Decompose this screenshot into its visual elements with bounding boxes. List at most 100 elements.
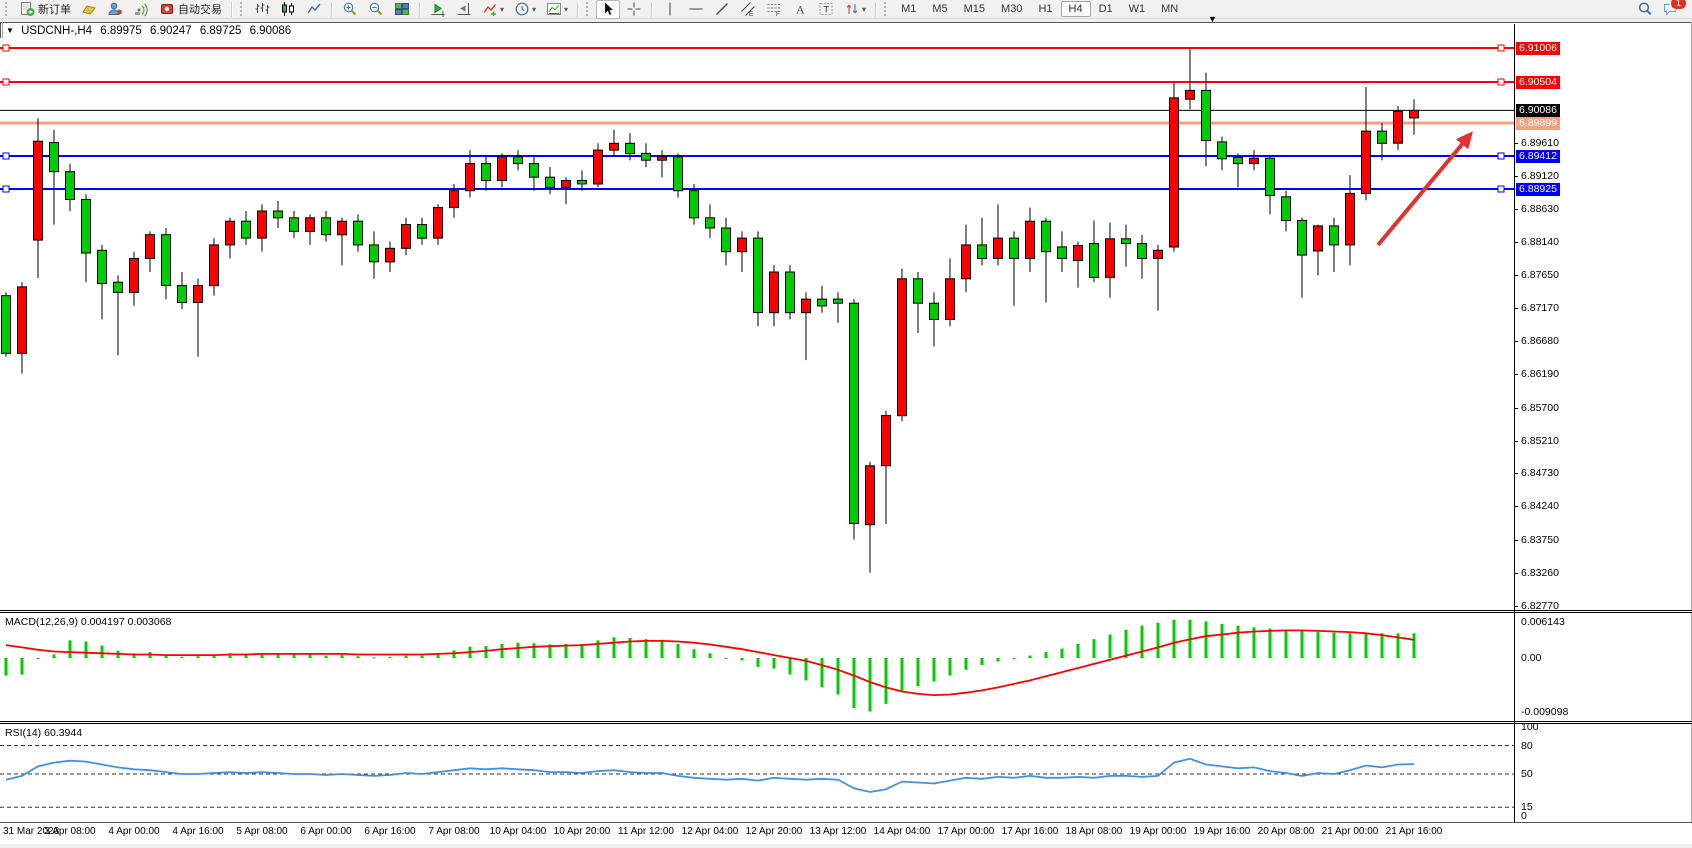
zoom-out-button[interactable]	[364, 0, 388, 19]
pane-splitter[interactable]	[0, 721, 1692, 724]
crosshair-button[interactable]	[622, 0, 646, 19]
separator	[331, 1, 333, 17]
rsi-axis-label: 80	[1521, 740, 1533, 752]
timeframe-d1-button[interactable]: D1	[1098, 3, 1113, 15]
auto-scroll-button[interactable]	[426, 0, 450, 19]
candle	[1025, 220, 1035, 259]
candle	[641, 152, 651, 161]
notifications-button[interactable]: 1	[1659, 0, 1687, 19]
templates-button[interactable]: ▾	[542, 0, 572, 19]
pane-splitter[interactable]	[0, 610, 1692, 613]
toolbar-drag-handle[interactable]	[240, 2, 246, 16]
candle	[1329, 225, 1339, 246]
price-tick-label: 6.85700	[1521, 402, 1559, 414]
candle	[833, 298, 843, 304]
zoom-in-button[interactable]	[338, 0, 362, 19]
person-icon	[107, 1, 123, 17]
new-order-button[interactable]: 新订单	[15, 0, 75, 19]
candle	[497, 156, 507, 182]
broadcast-icon	[133, 1, 149, 17]
candle	[673, 156, 683, 192]
periods-button[interactable]: ▾	[510, 0, 540, 19]
price-axis-line	[1514, 24, 1515, 822]
chart-shift-button[interactable]	[452, 0, 476, 19]
symbol-search-button[interactable]	[1633, 0, 1657, 19]
trendline-button[interactable]	[710, 0, 734, 19]
indicators-button[interactable]: ▾	[478, 0, 508, 19]
price-tick-label: 6.88630	[1521, 203, 1559, 215]
time-tick-label: 17 Apr 16:00	[1001, 826, 1059, 837]
candle	[561, 180, 571, 188]
rsi-axis-label: 50	[1521, 768, 1533, 780]
candle	[97, 249, 107, 285]
timeframe-m5-button[interactable]: M5	[932, 3, 948, 15]
candle	[1057, 246, 1067, 259]
auto-trading-button[interactable]: 自动交易	[155, 0, 226, 19]
text-button[interactable]: A	[788, 0, 812, 19]
candle	[321, 217, 331, 236]
time-axis[interactable]: 31 Mar 2023 3 Apr 08:00 4 Apr 00:00 4 Apr 1…	[0, 823, 1692, 843]
timeframe-h4-button[interactable]: H4	[1060, 1, 1091, 17]
macd-signal-line	[5, 629, 1415, 697]
price-tick-label: 6.82770	[1521, 600, 1559, 612]
quote-bar[interactable]: ▼ USDCNH-,H4 6.89975 6.90247 6.89725 6.9…	[6, 25, 296, 38]
timeframe-h1-button[interactable]: H1	[1038, 3, 1053, 15]
text-label-button[interactable]: T	[814, 0, 838, 19]
axis-tick	[1514, 242, 1518, 243]
symbol-period-label: USDCNH-,H4	[21, 25, 93, 37]
price-tick-label: 6.89610	[1521, 137, 1559, 149]
collapse-triangle-icon[interactable]: ▼	[6, 26, 14, 35]
candle	[769, 271, 779, 314]
fibonacci-button[interactable]: F	[762, 0, 786, 19]
axis-tick	[1514, 176, 1518, 177]
price-line-badge: 6.89899	[1516, 117, 1560, 130]
candle	[337, 220, 347, 236]
timeframe-m1-button[interactable]: M1	[901, 3, 917, 15]
candlestick-chart-button[interactable]	[276, 0, 300, 19]
search-icon	[1637, 1, 1653, 17]
trendline-icon	[714, 1, 730, 17]
toolbar-drag-handle[interactable]	[884, 2, 890, 16]
axis-tick	[1514, 473, 1518, 474]
community-button[interactable]	[103, 0, 127, 19]
candle	[593, 149, 603, 185]
chevron-down-icon: ▾	[862, 4, 867, 14]
pane-border-bottom	[0, 822, 1692, 823]
svg-text:T: T	[824, 5, 830, 15]
window-menu-arrow[interactable]: ▼	[1208, 14, 1217, 24]
horizontal-line-button[interactable]	[684, 0, 708, 19]
vertical-line-button[interactable]	[658, 0, 682, 19]
rsi-pane[interactable]	[0, 724, 1514, 822]
equidistant-channel-button[interactable]: E	[736, 0, 760, 19]
toolbar-drag-handle[interactable]	[5, 2, 11, 16]
timeframe-mn-button[interactable]: MN	[1161, 3, 1179, 15]
separator	[651, 1, 654, 17]
svg-text:F: F	[776, 11, 780, 17]
timeframe-w1-button[interactable]: W1	[1128, 3, 1146, 15]
main-chart-pane[interactable]	[0, 38, 1514, 610]
arrows-button[interactable]: ▾	[840, 0, 870, 19]
candle	[1217, 141, 1227, 160]
bar-chart-button[interactable]	[250, 0, 274, 19]
candle	[977, 244, 987, 259]
macd-pane[interactable]	[0, 613, 1514, 721]
price-tick-label: 6.89120	[1521, 170, 1559, 182]
line-chart-button[interactable]	[302, 0, 326, 19]
price-tick-label: 6.86680	[1521, 335, 1559, 347]
time-tick-label: 14 Apr 04:00	[873, 826, 931, 837]
timeframe-m15-button[interactable]: M15	[963, 3, 986, 15]
time-tick-label: 21 Apr 16:00	[1385, 826, 1443, 837]
tile-windows-button[interactable]	[390, 0, 414, 19]
time-tick-label: 12 Apr 04:00	[681, 826, 739, 837]
metaeditor-button[interactable]	[77, 0, 101, 19]
trend-arrow-annotation[interactable]	[1376, 131, 1473, 247]
cursor-button[interactable]	[596, 0, 621, 19]
toolbar: 新订单 自动交易 ▾ ▾ ▾ E F A T ▾	[0, 0, 1692, 19]
candle	[401, 224, 411, 249]
signals-button[interactable]	[129, 0, 153, 19]
candle	[881, 415, 891, 467]
time-tick-label: 5 Apr 08:00	[236, 826, 288, 837]
candle	[353, 220, 363, 246]
timeframe-m30-button[interactable]: M30	[1001, 3, 1023, 15]
toolbar-drag-handle[interactable]	[586, 2, 592, 16]
